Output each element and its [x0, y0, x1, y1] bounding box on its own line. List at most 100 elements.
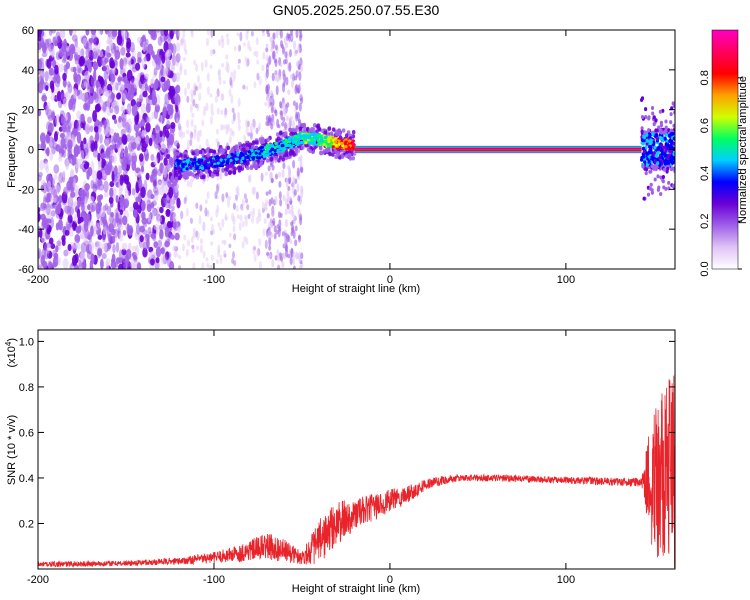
spectrogram-cell — [265, 115, 269, 122]
spectrogram-cell — [45, 84, 49, 92]
spectrogram-cell — [294, 139, 298, 144]
spectrogram-cell — [266, 96, 270, 101]
spectrogram-cell — [207, 169, 212, 175]
spectrogram-cell — [81, 260, 87, 269]
spectrogram-cell — [340, 141, 344, 146]
spectrogram-cell — [177, 225, 181, 231]
spectrogram-cell — [58, 152, 63, 159]
spectrogram-cell — [110, 49, 115, 57]
spectrogram-cell — [275, 229, 279, 235]
spectrogram-cell — [106, 123, 111, 133]
spectrogram-cell — [255, 50, 259, 58]
spectrogram-cell — [182, 131, 186, 138]
spectrogram-cell — [229, 128, 233, 136]
spectrogram-cell — [274, 74, 278, 82]
spectrogram-cell — [299, 64, 303, 73]
spectrogram-cell — [114, 49, 121, 60]
spectrogram-cell — [221, 218, 225, 228]
spectrogram-cell — [44, 38, 50, 49]
spectrogram-cell — [327, 139, 331, 144]
spectrogram-cell — [45, 148, 50, 155]
spectrogram-cell — [253, 161, 258, 166]
spectrogram-cell — [264, 239, 268, 249]
spectrogram-cell — [212, 49, 216, 55]
spectrogram-cell — [177, 228, 181, 234]
spectrogram-cell — [87, 116, 92, 124]
spectrogram-cell — [291, 131, 295, 136]
spectrogram-cell — [53, 188, 58, 199]
spectrogram-cell — [238, 44, 242, 52]
spectrogram-cell — [267, 230, 271, 241]
spectrogram-cell — [238, 165, 243, 171]
spectrogram-cell — [65, 158, 70, 171]
spectrogram-cell — [252, 118, 256, 128]
spectrogram-cell — [177, 101, 181, 110]
spectrogram-cell — [168, 145, 174, 151]
spectrogram-cell — [74, 46, 81, 55]
spectrogram-cell — [237, 159, 241, 163]
spectrogram-cell — [69, 226, 74, 238]
spectrogram-cell — [218, 77, 222, 86]
spectrogram-cell — [111, 235, 116, 244]
spectrogram-cell — [279, 199, 283, 207]
spectrogram-cell — [177, 161, 181, 165]
spectrogram-cell — [206, 41, 209, 47]
spectrogram-cell — [52, 36, 56, 44]
spectrogram-cell — [298, 102, 302, 112]
spectrogram-cell — [209, 64, 213, 69]
spectrogram-cell — [159, 229, 164, 240]
spectrogram-cell — [155, 59, 161, 71]
spectrogram-cell — [80, 149, 85, 162]
spectrogram-cell — [336, 152, 340, 157]
spectrogram-cell — [38, 206, 41, 213]
spectrogram-cell — [87, 234, 92, 240]
spectrogram-cell — [181, 162, 185, 166]
spectrogram-cell — [233, 69, 237, 79]
spectrogram-cell — [113, 118, 118, 125]
spectrogram-cell — [103, 180, 109, 193]
spectrogram-cell — [38, 143, 42, 151]
spectrogram-cell — [168, 186, 174, 199]
spectrogram-cell — [210, 216, 213, 222]
spectrogram-cell — [74, 184, 79, 196]
spectrogram-cell — [269, 157, 274, 162]
spectrogram-cell — [256, 59, 260, 65]
spectrogram-cell — [96, 170, 103, 180]
spectrogram-cell — [94, 222, 99, 231]
spectrogram-cell — [176, 30, 180, 41]
spectrogram-cell — [118, 116, 122, 123]
spectrogram-cell — [283, 59, 286, 65]
spectrogram-cell — [265, 158, 270, 163]
spectrogram-cell — [65, 132, 72, 141]
spectrogram-cell — [247, 174, 251, 183]
spectrogram-cell — [644, 167, 649, 172]
spectrogram-cell — [174, 176, 179, 182]
spectrogram-cell — [92, 181, 98, 193]
spectrogram-cell — [101, 243, 108, 251]
spectrogram-cell — [327, 126, 332, 131]
spectrogram-cell — [93, 140, 98, 152]
spectrogram-cell — [221, 38, 225, 49]
spectrogram-x-tick-label: -200 — [27, 274, 49, 286]
spectrogram-cell — [652, 140, 656, 145]
spectrogram-cell — [174, 151, 179, 156]
spectrogram-cell — [186, 95, 190, 103]
spectrogram-cell — [130, 98, 136, 108]
spectrogram-cell — [40, 140, 46, 151]
spectrogram-cell — [207, 166, 211, 170]
spectrogram-cell — [189, 135, 193, 142]
spectrogram-cell — [79, 231, 85, 240]
spectrogram-cell — [289, 256, 293, 266]
spectrogram-cell — [661, 175, 666, 179]
spectrogram-cell — [289, 149, 293, 154]
spectrogram-cell — [236, 32, 240, 37]
spectrogram-cell — [296, 88, 300, 93]
spectrogram-cell — [162, 166, 168, 178]
spectrogram-cell — [42, 260, 48, 269]
spectrogram-cell — [281, 144, 285, 148]
spectrogram-cell — [89, 265, 94, 269]
spectrogram-cell — [643, 159, 647, 164]
spectrogram-cell — [39, 228, 43, 239]
spectrogram-cell — [167, 180, 172, 188]
spectrogram-cell — [659, 175, 663, 180]
